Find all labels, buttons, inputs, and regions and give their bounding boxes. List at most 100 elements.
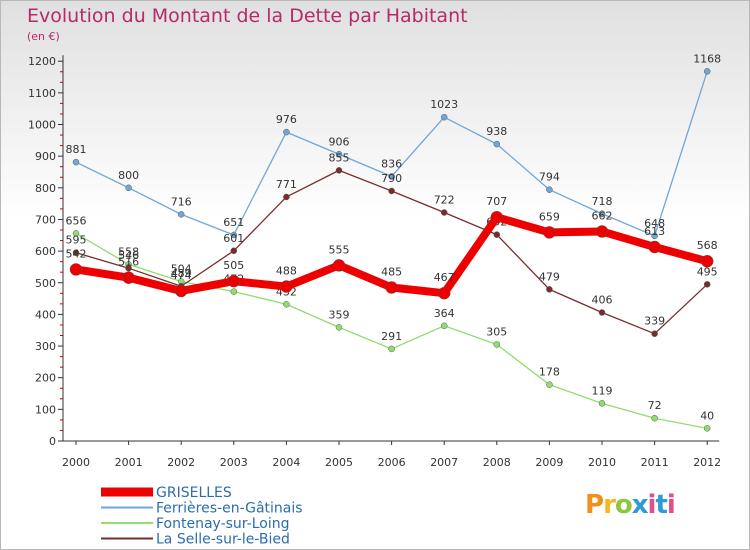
data-point-ferrieres-en-gatinais bbox=[651, 232, 658, 240]
data-label-fontenay-sur-loing: 72 bbox=[648, 399, 662, 412]
data-point-fontenay-sur-loing bbox=[598, 400, 606, 407]
data-point-fontenay-sur-loing bbox=[703, 425, 711, 432]
data-label-ferrieres-en-gatinais: 716 bbox=[171, 195, 192, 208]
data-label-ferrieres-en-gatinais: 836 bbox=[381, 157, 402, 170]
data-point-ferrieres-en-gatinais bbox=[283, 128, 290, 136]
x-tick-label: 2000 bbox=[62, 456, 90, 469]
data-label-griselles: 662 bbox=[592, 209, 613, 222]
data-point-griselles bbox=[700, 254, 714, 268]
data-label-ferrieres-en-gatinais: 1023 bbox=[430, 98, 458, 111]
data-label-ferrieres-en-gatinais: 648 bbox=[644, 217, 665, 230]
data-point-la-selle-sur-le-bied bbox=[125, 264, 132, 272]
data-label-fontenay-sur-loing: 359 bbox=[329, 308, 350, 321]
data-label-ferrieres-en-gatinais: 906 bbox=[329, 135, 350, 148]
data-point-la-selle-sur-le-bied bbox=[388, 187, 395, 195]
y-tick-label: 1100 bbox=[28, 87, 56, 100]
data-label-fontenay-sur-loing: 291 bbox=[381, 330, 402, 343]
data-label-ferrieres-en-gatinais: 1168 bbox=[693, 52, 721, 65]
chart-title: Evolution du Montant de la Dette par Hab… bbox=[27, 5, 468, 27]
data-label-la-selle-sur-le-bied: 855 bbox=[329, 151, 350, 164]
data-point-griselles bbox=[227, 274, 241, 288]
y-tick-label: 300 bbox=[35, 340, 56, 353]
chart-unit-label: (en €) bbox=[27, 30, 60, 43]
data-label-la-selle-sur-le-bied: 722 bbox=[434, 193, 455, 206]
data-point-fontenay-sur-loing bbox=[283, 301, 290, 308]
data-point-la-selle-sur-le-bied bbox=[440, 209, 448, 216]
legend-label-ferrieres-en-gatinais: Ferrières-en-Gâtinais bbox=[156, 501, 303, 517]
data-point-fontenay-sur-loing bbox=[651, 414, 658, 422]
data-label-griselles: 659 bbox=[539, 210, 560, 223]
x-tick-label: 2004 bbox=[272, 456, 300, 469]
data-label-ferrieres-en-gatinais: 794 bbox=[539, 171, 560, 184]
data-label-fontenay-sur-loing: 656 bbox=[66, 214, 87, 227]
data-label-fontenay-sur-loing: 305 bbox=[486, 325, 507, 338]
data-label-la-selle-sur-le-bied: 406 bbox=[592, 294, 613, 307]
data-point-la-selle-sur-le-bied bbox=[335, 167, 343, 174]
data-point-la-selle-sur-le-bied bbox=[493, 231, 501, 238]
data-label-ferrieres-en-gatinais: 718 bbox=[592, 195, 613, 208]
x-tick-label: 2011 bbox=[641, 456, 669, 469]
y-tick-label: 800 bbox=[35, 182, 56, 195]
data-label-griselles: 488 bbox=[276, 265, 297, 278]
data-point-ferrieres-en-gatinais bbox=[703, 68, 711, 75]
data-label-la-selle-sur-le-bied: 495 bbox=[697, 265, 718, 278]
data-point-griselles bbox=[595, 225, 609, 238]
data-label-fontenay-sur-loing: 558 bbox=[118, 245, 139, 258]
data-point-ferrieres-en-gatinais bbox=[440, 113, 448, 121]
data-point-griselles bbox=[332, 259, 346, 272]
data-label-fontenay-sur-loing: 364 bbox=[434, 307, 455, 320]
data-point-griselles bbox=[174, 284, 188, 298]
data-label-ferrieres-en-gatinais: 938 bbox=[486, 125, 507, 138]
x-tick-label: 2009 bbox=[535, 456, 563, 469]
data-label-ferrieres-en-gatinais: 976 bbox=[276, 113, 297, 126]
data-label-la-selle-sur-le-bied: 479 bbox=[539, 270, 560, 283]
proxiti-logo: Proxiti bbox=[585, 490, 676, 520]
data-point-griselles bbox=[490, 210, 504, 224]
data-point-la-selle-sur-le-bied bbox=[598, 309, 606, 316]
data-point-la-selle-sur-le-bied bbox=[283, 193, 290, 201]
data-label-ferrieres-en-gatinais: 651 bbox=[223, 216, 244, 229]
data-point-fontenay-sur-loing bbox=[546, 381, 553, 388]
x-tick-label: 2002 bbox=[167, 456, 195, 469]
data-label-griselles: 542 bbox=[66, 247, 87, 260]
data-point-ferrieres-en-gatinais bbox=[493, 140, 501, 148]
legend-label-griselles: GRISELLES bbox=[156, 485, 232, 501]
data-label-griselles: 568 bbox=[697, 239, 718, 252]
data-label-fontenay-sur-loing: 119 bbox=[592, 384, 613, 397]
data-point-fontenay-sur-loing bbox=[72, 230, 80, 237]
y-tick-label: 1200 bbox=[28, 55, 56, 68]
y-tick-label: 200 bbox=[35, 372, 56, 385]
x-tick-label: 2008 bbox=[483, 456, 511, 469]
data-label-griselles: 505 bbox=[223, 259, 244, 272]
data-point-fontenay-sur-loing bbox=[388, 345, 395, 353]
x-tick-label: 2007 bbox=[430, 456, 458, 469]
x-tick-label: 2003 bbox=[220, 456, 248, 469]
data-label-la-selle-sur-le-bied: 790 bbox=[381, 172, 402, 185]
data-point-fontenay-sur-loing bbox=[230, 288, 238, 295]
data-point-ferrieres-en-gatinais bbox=[546, 186, 553, 193]
y-tick-label: 400 bbox=[35, 308, 56, 321]
data-point-la-selle-sur-le-bied bbox=[546, 286, 553, 293]
data-point-griselles bbox=[122, 271, 135, 284]
x-tick-label: 2012 bbox=[693, 456, 721, 469]
x-tick-label: 2001 bbox=[115, 456, 143, 469]
x-tick-label: 2005 bbox=[325, 456, 353, 469]
data-point-fontenay-sur-loing bbox=[335, 324, 343, 331]
data-label-fontenay-sur-loing: 178 bbox=[539, 366, 560, 379]
data-label-la-selle-sur-le-bied: 546 bbox=[118, 249, 139, 262]
data-label-griselles: 467 bbox=[434, 271, 455, 284]
x-tick-label: 2010 bbox=[588, 456, 616, 469]
series-line-ferrieres-en-gatinais bbox=[75, 70, 708, 237]
data-label-griselles: 474 bbox=[171, 269, 192, 282]
data-point-ferrieres-en-gatinais bbox=[598, 210, 606, 218]
data-point-ferrieres-en-gatinais bbox=[177, 211, 185, 218]
x-tick-label: 2006 bbox=[378, 456, 406, 469]
data-label-griselles: 555 bbox=[329, 243, 350, 256]
data-point-la-selle-sur-le-bied bbox=[230, 247, 238, 255]
y-tick-label: 0 bbox=[49, 435, 56, 448]
y-tick-label: 900 bbox=[35, 150, 56, 163]
data-label-griselles: 613 bbox=[644, 225, 665, 238]
legend-label-fontenay-sur-loing: Fontenay-sur-Loing bbox=[156, 516, 290, 532]
